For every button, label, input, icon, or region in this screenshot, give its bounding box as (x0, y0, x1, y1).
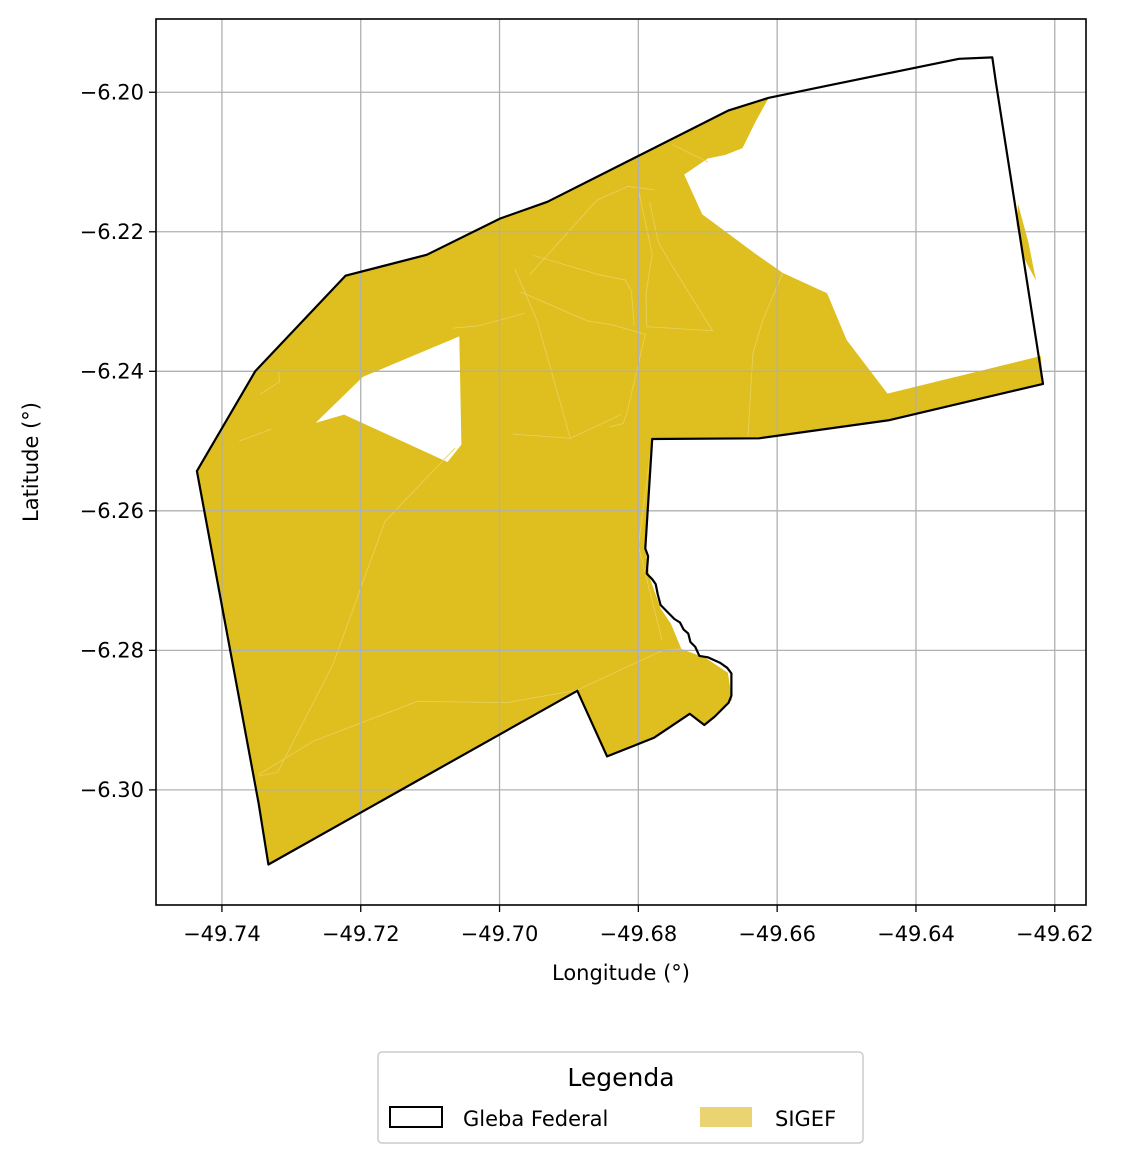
sigef-parcel-boundary (533, 255, 635, 327)
y-tick-label: −6.30 (80, 778, 144, 802)
sigef-parcel-boundary (529, 185, 656, 275)
legend-swatch-gleba-federal (389, 1106, 443, 1128)
x-tick-label: −49.70 (461, 922, 539, 946)
sigef-parcel-boundary (514, 268, 571, 439)
sigef-parcel-boundary (747, 272, 784, 437)
sigef-parcel-boundary (259, 371, 280, 395)
sigef-parcel-boundary (637, 189, 653, 327)
sigef-parcel-boundary (672, 144, 708, 163)
grid-lines (156, 19, 1086, 905)
sigef-parcel-boundary (452, 312, 525, 329)
x-tick-label: −49.62 (1016, 922, 1094, 946)
legend: Legenda Gleba Federal SIGEF (377, 1051, 864, 1144)
x-tick-label: −49.64 (877, 922, 955, 946)
sigef-polygon (196, 97, 1043, 865)
y-axis-ticks: −6.20 −6.22 −6.24 −6.26 −6.28 −6.30 (80, 80, 156, 802)
gleba-federal-boundary (195, 56, 1045, 866)
plot-area (155, 18, 1087, 906)
x-axis-ticks: −49.74 −49.72 −49.70 −49.68 −49.66 −49.64 −49.… (183, 905, 1094, 946)
sigef-parcel-boundary (239, 428, 272, 442)
sigef-layer (196, 97, 1043, 865)
sigef-parcel-boundary (512, 414, 622, 439)
plot-frame (155, 18, 1087, 906)
x-axis-title: Longitude (°) (552, 961, 690, 985)
legend-label-sigef: SIGEF (775, 1107, 836, 1131)
x-tick-label: −49.68 (599, 922, 677, 946)
sigef-parcel-boundary (258, 447, 456, 777)
x-tick-label: −49.74 (183, 922, 261, 946)
gleba-federal-layer (195, 56, 1045, 866)
x-tick-label: −49.72 (322, 922, 400, 946)
legend-swatch-sigef (700, 1107, 752, 1127)
sigef-parcel-boundary (646, 201, 714, 332)
x-tick-label: −49.66 (738, 922, 816, 946)
legend-label-gleba-federal: Gleba Federal (463, 1107, 608, 1131)
y-tick-label: −6.24 (80, 359, 144, 383)
sigef-internal-boundaries (239, 144, 784, 777)
y-tick-label: −6.20 (80, 80, 144, 104)
y-tick-label: −6.22 (80, 220, 144, 244)
sigef-parcel-boundary (520, 291, 646, 428)
legend-title: Legenda (567, 1063, 674, 1092)
y-tick-label: −6.26 (80, 499, 144, 523)
y-axis-title: Latitude (°) (19, 402, 43, 522)
y-tick-label: −6.28 (80, 638, 144, 662)
